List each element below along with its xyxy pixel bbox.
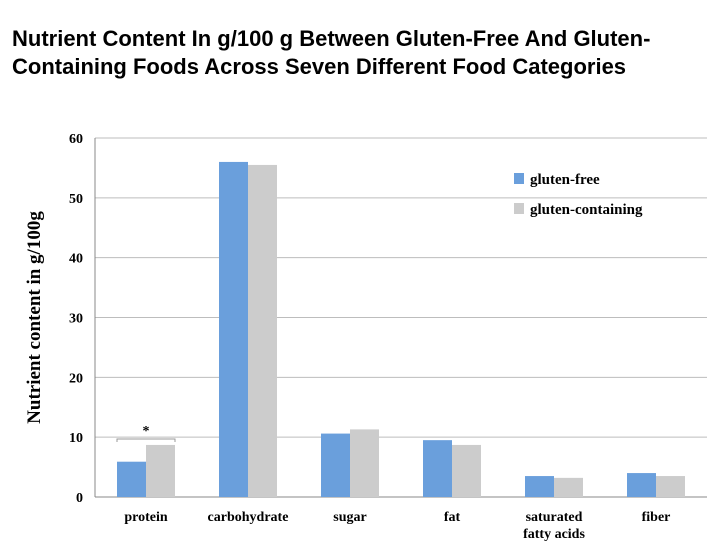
x-tick-label: sugar — [333, 510, 366, 525]
legend-label: gluten-containing — [530, 202, 643, 218]
chart-title-line-2: Containing Foods Across Seven Different … — [12, 54, 627, 79]
bar-chart: 0 10 20 30 40 50 60 Nutrient content in g/100g p… — [24, 132, 707, 542]
x-tick-label: fatty acids — [523, 527, 585, 542]
legend-swatch — [514, 203, 524, 214]
y-tick-label: 60 — [69, 132, 83, 147]
bar-gluten-free — [117, 461, 146, 497]
x-tick-label: protein — [124, 510, 168, 525]
x-tick-label: fiber — [642, 510, 671, 525]
x-tick-label: saturated — [526, 510, 583, 525]
bar-gluten-containing — [146, 444, 175, 497]
bar-gluten-containing — [452, 444, 481, 497]
y-tick-label: 50 — [69, 192, 83, 207]
bar-gluten-containing — [350, 429, 379, 497]
chart-title-line-1: Nutrient Content In g/100 g Between Glut… — [12, 26, 651, 51]
y-axis-label: Nutrient content in g/100g — [24, 211, 45, 424]
legend-swatch — [514, 173, 524, 184]
chart-area: 0 10 20 30 40 50 60 Nutrient content in g/100g p… — [0, 115, 728, 551]
y-tick-label: 20 — [69, 371, 83, 386]
y-tick-label: 10 — [69, 431, 83, 446]
bar-gluten-free — [627, 473, 656, 497]
bar-gluten-free — [423, 440, 452, 497]
chart-title: Nutrient Content In g/100 g Between Glut… — [12, 25, 712, 81]
bar-gluten-containing — [554, 477, 583, 497]
x-tick-label: fat — [444, 510, 461, 525]
bar-gluten-containing — [656, 476, 685, 497]
y-tick-label: 40 — [69, 252, 83, 267]
x-tick-label: carbohydrate — [208, 510, 289, 525]
bar-gluten-free — [321, 433, 350, 497]
title-area: Nutrient Content In g/100 g Between Glut… — [0, 0, 728, 115]
significance-bracket — [116, 438, 176, 442]
legend-label: gluten-free — [530, 172, 600, 188]
y-tick-label: 0 — [76, 491, 83, 506]
y-tick-label: 30 — [69, 312, 83, 327]
bar-gluten-containing — [248, 164, 277, 498]
bar-gluten-free — [525, 476, 554, 497]
significance-marker: * — [143, 424, 150, 439]
bar-gluten-free — [219, 161, 248, 497]
